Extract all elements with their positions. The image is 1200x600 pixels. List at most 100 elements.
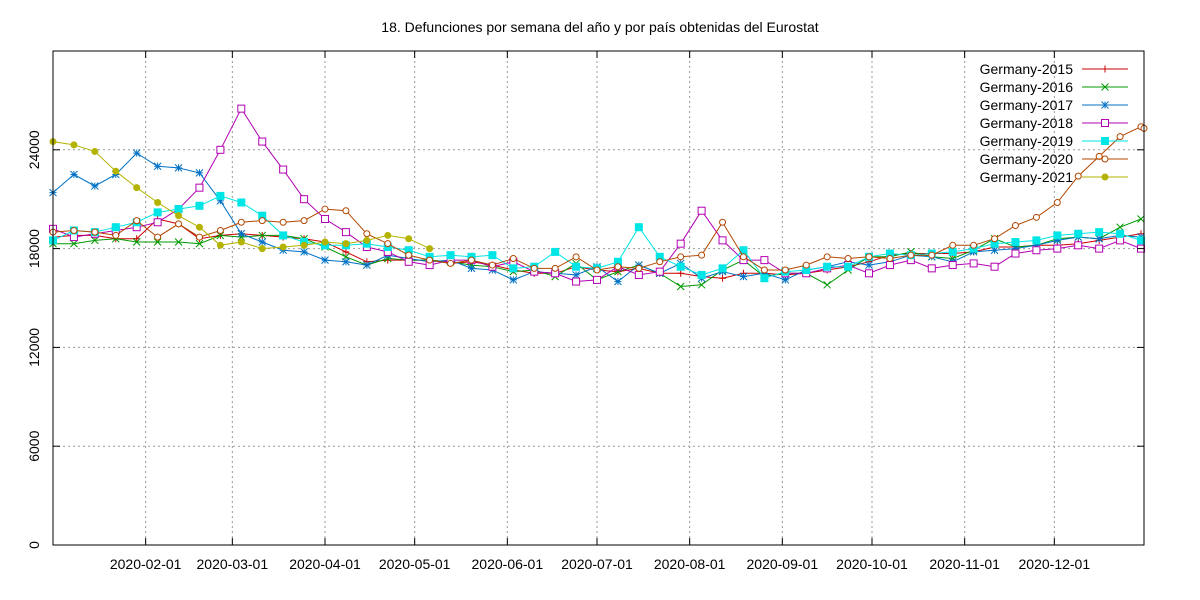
y-tick-label: 18000	[26, 229, 42, 268]
germany-2018-point	[237, 104, 246, 113]
germany-2020-point	[363, 230, 371, 238]
germany-2019-point	[634, 223, 643, 232]
germany-2020-point	[677, 253, 685, 261]
germany-2019-point	[237, 198, 246, 207]
ticks: 0 6000 12000 18000 24000 2020-02-01 2020-03-01…	[26, 51, 1144, 572]
germany-2020-point	[907, 251, 915, 259]
germany-2018-point	[69, 233, 78, 242]
germany-2016-point	[195, 239, 204, 248]
legend-germany-2019-point	[1101, 137, 1109, 145]
germany-2018-point	[1053, 244, 1062, 253]
germany-2019-point	[488, 251, 497, 260]
germany-2018-point	[300, 195, 309, 204]
x-tick-label: 2020-11-01	[929, 556, 1000, 572]
germany-2017-point	[614, 277, 622, 286]
germany-2017-point	[153, 162, 162, 171]
germany-2021-point	[426, 245, 434, 253]
germany-2019-point	[195, 201, 204, 210]
germany-2016-point	[132, 238, 141, 246]
germany-2020-point	[530, 264, 538, 272]
y-tick-label: 0	[26, 541, 42, 549]
germany-2017-point	[865, 261, 873, 269]
legend-item-germany-2019: Germany-2019	[980, 133, 1128, 149]
germany-2018-point	[865, 269, 874, 278]
germany-2020-point	[509, 254, 517, 262]
germany-2021-point	[363, 236, 371, 244]
x-tick-label: 2020-03-01	[197, 556, 269, 572]
germany-2018-point	[760, 256, 769, 265]
germany-2019-point	[174, 205, 183, 214]
germany-2020-point	[91, 228, 99, 236]
germany-2020-point	[216, 226, 224, 234]
legend-item-germany-2017: Germany-2017	[980, 97, 1128, 113]
germany-2020-point	[279, 218, 287, 226]
germany-2019-point	[111, 223, 120, 232]
germany-2019-point	[1137, 236, 1146, 245]
germany-2020-point	[112, 231, 120, 239]
germany-2020-point	[342, 207, 350, 215]
germany-2020-point	[1053, 198, 1061, 206]
germany-2020-point	[1032, 213, 1040, 221]
x-tick-label: 2020-02-01	[110, 556, 182, 572]
germany-2021-point	[154, 198, 162, 206]
germany-2019-point	[1095, 228, 1104, 237]
legend-item-germany-2018: Germany-2018	[980, 115, 1128, 131]
legend-label: Germany-2015	[980, 61, 1074, 77]
germany-2021-point	[258, 245, 266, 253]
germany-2018-point	[341, 228, 350, 237]
germany-2020-point	[991, 235, 999, 243]
germany-2015-point	[719, 274, 727, 282]
germany-2017-point	[258, 238, 267, 246]
germany-2018-point	[990, 262, 999, 271]
germany-2020-point	[656, 258, 664, 266]
series-germany-2021	[49, 138, 434, 253]
germany-2020-point	[760, 266, 768, 274]
germany-2018-point	[697, 206, 706, 215]
germany-2017-point	[739, 272, 748, 281]
germany-2017-point	[509, 276, 518, 284]
germany-2020-point	[488, 261, 496, 269]
series-line-germany-2020	[52, 126, 1145, 271]
germany-2020-point	[405, 251, 413, 259]
germany-2021-point	[342, 240, 350, 248]
grid	[53, 51, 1144, 545]
legend-item-germany-2015: Germany-2015	[980, 61, 1128, 77]
germany-2020-point	[614, 263, 622, 271]
germany-2018-point	[1095, 244, 1104, 253]
germany-2020-point	[154, 233, 162, 241]
germany-2020-point	[1011, 222, 1019, 230]
germany-2018-point	[153, 218, 162, 227]
germany-2018-point	[593, 275, 602, 284]
germany-2017-point	[1095, 234, 1104, 243]
legend-germany-2017-point	[1101, 101, 1109, 109]
germany-2017-point	[342, 257, 350, 266]
germany-2015-point	[677, 269, 685, 277]
germany-2018-point	[1011, 249, 1020, 258]
germany-2017-point	[237, 229, 246, 238]
germany-2017-point	[362, 261, 371, 269]
legend-germany-2021-point	[1101, 173, 1109, 181]
germany-2019-point	[1032, 236, 1041, 245]
germany-2019-point	[844, 262, 853, 271]
germany-2018-point	[969, 259, 978, 268]
germany-2021-point	[195, 223, 203, 231]
germany-2020-point	[195, 233, 203, 241]
germany-2021-point	[91, 147, 99, 155]
germany-2018-point	[321, 214, 330, 223]
germany-2020-point	[175, 220, 183, 228]
germany-2021-point	[321, 238, 329, 246]
germany-2018-point	[676, 239, 685, 248]
germany-2021-point	[175, 212, 183, 220]
legend-germany-2015-point	[1101, 65, 1109, 73]
germany-2016-point	[676, 282, 685, 291]
germany-2017-point	[174, 164, 183, 172]
germany-2019-point	[153, 208, 162, 217]
germany-2019-point	[948, 247, 957, 256]
germany-2019-point	[760, 274, 769, 283]
plot-frame	[52, 50, 1145, 546]
germany-2015-point	[133, 235, 141, 243]
germany-2019-point	[216, 191, 225, 200]
germany-2017-point	[300, 248, 308, 256]
germany-2018-point	[258, 137, 267, 146]
legend-item-germany-2020: Germany-2020	[980, 151, 1128, 167]
